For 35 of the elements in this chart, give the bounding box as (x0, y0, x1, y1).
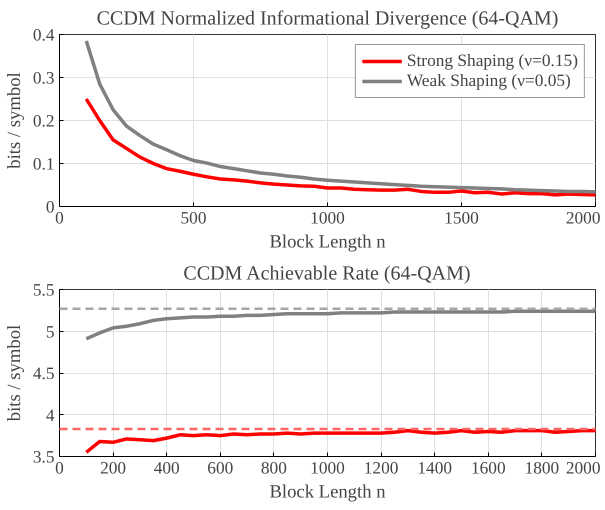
chart-title: CCDM Normalized Informational Divergence (64-QAM) (96, 8, 558, 30)
y-tick-label: 4 (46, 406, 55, 425)
x-tick-label: 1400 (417, 458, 452, 478)
y-tick-label: 4.5 (32, 364, 55, 383)
y-axis-title: bits / symbol (4, 72, 25, 169)
x-tick-label: 800 (260, 458, 287, 478)
y-tick-label: 5.5 (32, 280, 55, 300)
x-tick-label: 1000 (310, 208, 345, 228)
legend-label: Strong Shaping (ν=0.15) (406, 51, 578, 71)
x-tick-label: 2000 (566, 208, 600, 228)
x-tick-label: 1200 (364, 458, 398, 478)
x-tick-label: 1500 (444, 208, 479, 228)
y-tick-label: 0.3 (32, 68, 55, 88)
x-tick-label: 1800 (524, 458, 560, 478)
x-tick-label: 200 (100, 458, 126, 478)
legend-label: Weak Shaping (ν=0.05) (406, 71, 571, 91)
chart-title: CCDM Achievable Rate (64-QAM) (183, 262, 471, 284)
line-series (84, 39, 596, 194)
x-axis-title: Block Length n (269, 482, 386, 502)
x-tick-label: 1000 (310, 458, 345, 478)
y-axis-title: bits / symbol (4, 324, 25, 422)
y-tick-label: 3.5 (32, 448, 55, 466)
x-tick-label: 400 (154, 458, 180, 478)
line-series (84, 428, 596, 454)
line-series (84, 97, 596, 197)
x-tick-label: 600 (207, 458, 234, 478)
x-tick-label: 1600 (470, 458, 506, 478)
line-series (84, 309, 596, 341)
y-tick-label: 0.2 (32, 112, 55, 130)
x-tick-label: 500 (180, 208, 207, 228)
y-tick-label: 0.1 (32, 154, 55, 174)
x-axis-title: Block Length n (269, 232, 386, 252)
y-tick-label: 5 (46, 322, 55, 342)
y-tick-label: 0.4 (32, 26, 55, 44)
x-tick-label: 2000 (566, 458, 600, 478)
